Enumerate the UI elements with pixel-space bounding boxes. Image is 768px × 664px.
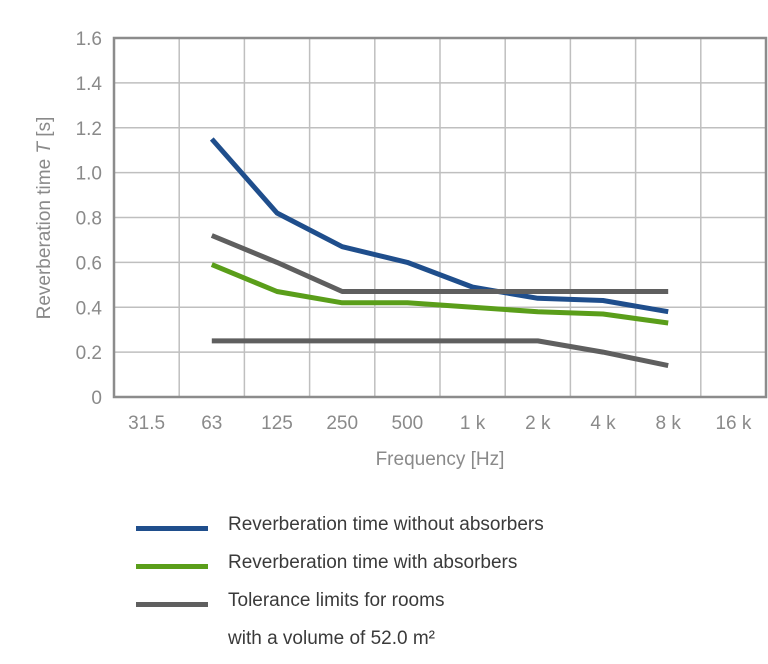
series-line-1: [210, 262, 669, 326]
legend-label: Reverberation time without absorbers: [228, 514, 544, 535]
y-tick-label: 0.4: [76, 298, 103, 319]
legend-volume-note: with a volume of 52.0 m²: [228, 628, 435, 649]
y-axis-label: Reverberation time T [s]: [34, 117, 55, 320]
y-tick-label: 1.4: [76, 74, 103, 95]
x-tick-label: 500: [392, 413, 424, 434]
legend-label: Reverberation time with absorbers: [228, 552, 518, 573]
x-tick-label: 63: [201, 413, 222, 434]
x-tick-label: 2 k: [525, 413, 551, 434]
x-tick-label: 8 k: [656, 413, 682, 434]
y-tick-label: 1.0: [76, 164, 102, 185]
x-tick-label: 1 k: [460, 413, 486, 434]
series-line-0: [209, 137, 669, 315]
y-tick-label: 0.8: [76, 209, 102, 230]
series-line-2: [210, 233, 669, 294]
x-tick-label: 250: [326, 413, 358, 434]
x-tick-label: 16 k: [715, 413, 751, 434]
legend-label: Tolerance limits for rooms: [228, 590, 445, 611]
y-tick-label: 1.6: [76, 29, 102, 50]
x-axis-label: Frequency [Hz]: [376, 449, 505, 470]
y-tick-label: 0: [91, 388, 102, 409]
x-tick-label: 4 k: [590, 413, 616, 434]
y-tick-label: 0.6: [76, 253, 102, 274]
plot-frame: [112, 36, 768, 399]
legend-swatch-green: [136, 564, 208, 569]
y-tick-label: 0.2: [76, 343, 102, 364]
y-axis-ticks: 0 0.2 0.4 0.6 0.8 1.0 1.2 1.4 1.6: [76, 29, 103, 409]
series-line-3: [211, 338, 669, 369]
x-tick-label: 125: [261, 413, 293, 434]
legend-swatch-gray: [136, 602, 208, 607]
x-axis-ticks: 31.5 63 125 250 500 1 k 2 k 4 k 8 k 16 k: [128, 413, 752, 434]
x-tick-label: 31.5: [128, 413, 165, 434]
chart-series: [209, 137, 669, 369]
chart-grid: [112, 36, 768, 399]
y-tick-label: 1.2: [76, 119, 102, 140]
reverberation-chart: 0 0.2 0.4 0.6 0.8 1.0 1.2 1.4 1.6 31.5 63 125 250 50…: [34, 29, 768, 470]
legend-swatch-blue: [136, 526, 208, 531]
